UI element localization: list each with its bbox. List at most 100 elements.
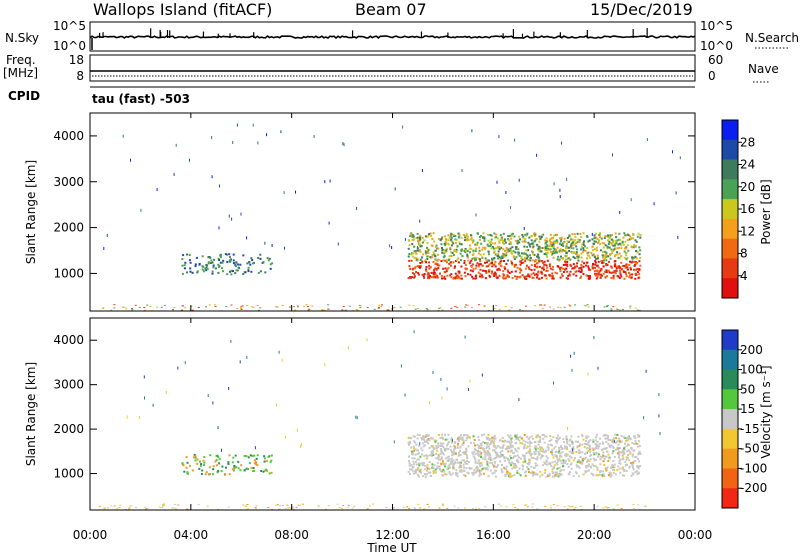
heatmap-cell [453,452,456,455]
heatmap-cell [481,464,484,467]
heatmap-cell [512,250,515,253]
heatmap-cell [626,268,629,271]
heatmap-cell [616,434,619,436]
heatmap-cell [413,245,416,248]
heatmap-cell [510,242,513,245]
heatmap-cell [565,251,568,254]
heatmap-cell [482,253,485,256]
heatmap-cell [509,442,512,445]
heatmap-cell [528,450,531,452]
heatmap-cell [594,263,597,266]
heatmap-cell [471,275,474,278]
heatmap-cell [501,440,504,443]
heatmap-cell [518,439,521,442]
heatmap-cell [519,436,521,439]
heatmap-cell [496,454,499,457]
heatmap-cell [265,460,268,462]
heatmap-cell [408,244,411,247]
heatmap-cell [456,472,459,475]
heatmap-cell [621,454,624,457]
heatmap-cell [613,456,616,459]
heatmap-cell [560,462,563,465]
heatmap-cell [228,253,231,256]
heatmap-cell [550,451,552,453]
heatmap-cell [423,454,426,457]
heatmap-cell [281,304,284,306]
heatmap-cell [408,259,411,262]
heatmap-cell [545,237,548,240]
heatmap-cell [506,473,509,475]
heatmap-cell [426,258,429,260]
heatmap-cell [520,262,523,264]
heatmap-cell [492,449,494,452]
heatmap-cell [449,461,452,464]
heatmap-cell [474,452,477,455]
heatmap-cell [422,475,425,478]
heatmap-cell [188,259,191,262]
heatmap-cell [534,447,537,450]
heatmap-cell [511,232,514,235]
heatmap-cell [501,447,504,449]
heatmap-cell [211,261,214,264]
heatmap-cell [497,254,500,257]
heatmap-cell [576,460,579,463]
heatmap-cell [471,263,474,266]
heatmap-cell [487,433,490,436]
heatmap-cell [503,266,506,268]
heatmap-cell [632,237,635,240]
heatmap-cell [524,458,527,461]
heatmap-cell [480,274,483,277]
heatmap-cell [468,466,471,469]
heatmap-cell [537,447,540,450]
heatmap-cell [588,268,591,271]
heatmap-cell [585,264,588,267]
heatmap-cell [634,245,637,247]
heatmap-cell [435,267,438,270]
heatmap-cell [575,242,577,245]
heatmap-cell [586,304,589,306]
heatmap-cell [464,248,467,250]
heatmap-cell [452,242,455,245]
heatmap-cell [456,447,459,449]
heatmap-cell [174,508,177,510]
heatmap-cell [473,450,476,453]
heatmap-cell [422,435,424,438]
heatmap-cell [201,469,204,472]
heatmap-cell [571,506,574,508]
heatmap-cell [560,236,563,239]
heatmap-cell [625,275,628,278]
heatmap-cell [226,273,229,276]
heatmap-cell [469,244,471,247]
heatmap-cell [437,258,440,261]
heatmap-cell [493,464,496,467]
heatmap-cell [267,259,270,262]
heatmap-cell [409,267,412,270]
heatmap-cell [582,249,585,252]
heatmap-cell [486,443,489,446]
heatmap-cell [421,453,423,456]
heatmap-cell [463,434,465,437]
colorbar-segment [722,159,738,180]
heatmap-cell [394,187,396,191]
heatmap-cell [444,241,447,244]
heatmap-cell [555,473,558,476]
heatmap-cell [247,266,250,269]
heatmap-cell [359,307,362,309]
heatmap-cell [449,466,452,469]
heatmap-cell [452,261,455,264]
heatmap-cell [257,256,260,259]
heatmap-cell [549,443,552,446]
heatmap-cell [481,434,483,437]
heatmap-cell [255,508,258,510]
heatmap-cell [523,227,525,230]
heatmap-cell [619,458,622,461]
heatmap-cell [580,270,583,273]
heatmap-cell [465,304,468,306]
heatmap-cell [495,275,498,278]
heatmap-cell [488,443,491,446]
heatmap-cell [536,262,539,265]
heatmap-cell [509,444,512,447]
heatmap-cell [584,471,587,474]
heatmap-cell [518,275,521,278]
heatmap-cell [413,275,416,278]
